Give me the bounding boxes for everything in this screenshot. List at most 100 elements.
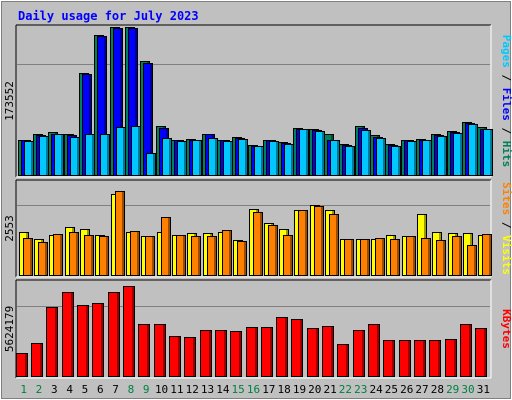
bar-body xyxy=(330,140,340,176)
bar-pages-10 xyxy=(162,138,172,176)
bar-side-shade xyxy=(123,128,125,175)
legend-entry: / xyxy=(500,215,512,235)
bar-side-shade xyxy=(377,325,379,376)
bar-body xyxy=(38,242,48,276)
bar-side-shade xyxy=(214,237,216,275)
bar-side-shade xyxy=(392,341,394,376)
bar-body xyxy=(399,340,411,377)
bar-body xyxy=(391,146,401,176)
bar-pages-29 xyxy=(453,133,463,176)
bar-pages-15 xyxy=(238,139,248,176)
bar-pages-12 xyxy=(192,140,202,176)
bar-body xyxy=(115,191,125,276)
bar-body xyxy=(314,206,324,276)
bar-sites-3 xyxy=(53,234,63,276)
bar-pages-22 xyxy=(345,146,355,176)
bar-kbytes-8 xyxy=(123,286,135,377)
bar-pages-17 xyxy=(269,141,279,176)
bar-side-shade xyxy=(147,325,149,376)
bar-body xyxy=(452,236,462,276)
bar-side-shade xyxy=(199,141,201,175)
bar-pages-7 xyxy=(116,127,126,176)
x-tick-label: 17 xyxy=(262,383,275,396)
bar-body xyxy=(123,286,135,377)
chart-panels: 173552 Pages / Files / Hits 2553 Sites / Vi… xyxy=(3,24,512,379)
bar-body xyxy=(69,232,79,276)
series-pages xyxy=(24,124,493,176)
bar-side-shade xyxy=(150,64,152,175)
bar-sites-5 xyxy=(84,235,94,276)
legend-entry: Hits xyxy=(500,141,512,168)
bar-side-shade xyxy=(322,132,324,175)
bar-body xyxy=(375,238,385,276)
bar-sites-6 xyxy=(99,236,109,276)
bar-body xyxy=(390,239,400,276)
bar-side-shade xyxy=(168,218,170,275)
bar-sites-10 xyxy=(161,217,171,276)
x-tick-label: 2 xyxy=(36,383,43,396)
bar-body xyxy=(215,330,227,377)
bar-side-shade xyxy=(489,235,491,275)
legend-entry: / xyxy=(500,121,512,141)
bar-pages-4 xyxy=(70,137,80,176)
bar-pages-24 xyxy=(376,138,386,176)
bar-sites-29 xyxy=(452,236,462,276)
bar-body xyxy=(345,146,355,176)
x-tick-label: 8 xyxy=(128,383,135,396)
bar-side-shade xyxy=(290,236,292,275)
bar-body xyxy=(421,238,431,276)
bar-side-shade xyxy=(77,138,79,175)
bar-side-shade xyxy=(367,240,369,275)
bar-body xyxy=(100,134,110,176)
bar-side-shade xyxy=(414,142,416,175)
bar-kbytes-13 xyxy=(200,330,212,377)
bar-sites-13 xyxy=(207,236,217,276)
bar-body xyxy=(383,340,395,377)
bar-side-shade xyxy=(183,236,185,275)
bar-body xyxy=(253,212,263,276)
bar-body xyxy=(453,133,463,176)
bar-side-shade xyxy=(300,320,302,376)
bar-side-shade xyxy=(71,293,73,376)
bar-body xyxy=(436,240,446,276)
bar-kbytes-12 xyxy=(184,337,196,377)
bar-body xyxy=(222,230,232,276)
legend-visits-sites: Sites / Visits xyxy=(500,182,512,275)
bar-side-shade xyxy=(337,141,339,175)
bar-body xyxy=(200,330,212,377)
bar-side-shade xyxy=(368,131,370,175)
bar-body xyxy=(337,344,349,377)
bar-body xyxy=(376,138,386,176)
bar-side-shade xyxy=(408,341,410,376)
bar-pages-25 xyxy=(391,146,401,176)
bar-pages-18 xyxy=(284,144,294,176)
bar-side-shade xyxy=(291,145,293,175)
bar-body xyxy=(437,136,447,176)
bar-sites-27 xyxy=(421,238,431,276)
bar-side-shade xyxy=(107,135,109,175)
bar-kbytes-19 xyxy=(291,319,303,377)
x-axis: 1 2 3 4 5 6 7 8 9 10 11 12 13 14 15 16 17 18 19 20 21 22 23 24 2… xyxy=(20,383,490,396)
y-tick-label: 173552 xyxy=(3,81,16,121)
bar-body xyxy=(77,305,89,377)
bar-kbytes-11 xyxy=(169,336,181,377)
bar-side-shade xyxy=(92,135,94,175)
bar-body xyxy=(276,317,288,377)
bar-body xyxy=(31,343,43,377)
bar-side-shade xyxy=(215,139,217,175)
bar-body xyxy=(161,217,171,276)
bar-body xyxy=(99,236,109,276)
x-tick-label: 30 xyxy=(461,383,474,396)
bar-side-shade xyxy=(61,135,63,175)
bar-body xyxy=(315,131,325,176)
legend-hits-files-pages: Pages / Files / Hits xyxy=(500,35,512,168)
bar-kbytes-5 xyxy=(77,305,89,377)
bar-body xyxy=(208,138,218,176)
bar-sites-26 xyxy=(406,236,416,276)
bar-side-shade xyxy=(331,327,333,376)
series-kbytes xyxy=(16,286,487,377)
bar-side-shade xyxy=(398,147,400,175)
bar-body xyxy=(368,324,380,377)
bar-side-shade xyxy=(382,239,384,275)
bar-kbytes-25 xyxy=(383,340,395,377)
